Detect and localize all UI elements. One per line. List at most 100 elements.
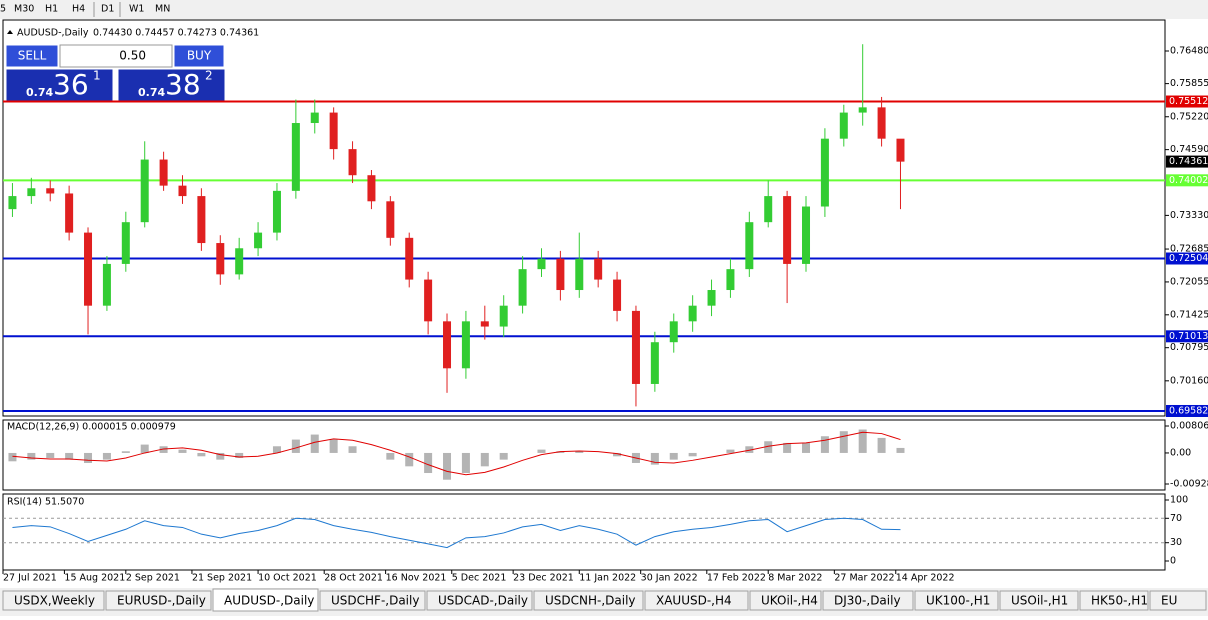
macd-bar bbox=[499, 452, 508, 460]
x-tick-label: 11 Jan 2022 bbox=[579, 573, 636, 584]
x-tick-label: 10 Oct 2021 bbox=[258, 573, 317, 584]
candle-body bbox=[121, 222, 130, 264]
macd-bar bbox=[159, 446, 168, 453]
level-label: 0.71013 bbox=[1169, 331, 1208, 342]
tab-label: USOil-,H1 bbox=[1011, 594, 1068, 608]
price-big: 38 bbox=[165, 68, 201, 101]
tab-label: HK50-,H1 bbox=[1091, 594, 1148, 608]
candle-body bbox=[820, 138, 829, 207]
macd-bar bbox=[102, 452, 111, 460]
y-tick-label: 0.75220 bbox=[1170, 111, 1208, 122]
symbol: AUDUSD-,Daily bbox=[17, 28, 89, 39]
level-label-box bbox=[1166, 330, 1208, 343]
level-label: 0.74002 bbox=[1169, 175, 1208, 186]
timeframe-button[interactable]: M30 bbox=[14, 4, 34, 15]
macd-bar bbox=[613, 452, 622, 457]
tab[interactable] bbox=[914, 590, 999, 611]
candle-body bbox=[197, 196, 206, 244]
price-prefix: 0.74 bbox=[138, 86, 165, 99]
price-box[interactable] bbox=[5, 68, 114, 102]
macd-bar bbox=[480, 452, 489, 467]
macd-panel bbox=[2, 419, 1166, 491]
macd-bar bbox=[802, 442, 811, 453]
candle-body bbox=[443, 321, 452, 369]
y-tick-label: 0 bbox=[1170, 556, 1176, 567]
tab[interactable] bbox=[105, 590, 212, 611]
candle-body bbox=[367, 175, 376, 202]
buy-button[interactable] bbox=[173, 44, 225, 68]
x-tick-label: 27 Jul 2021 bbox=[3, 573, 57, 584]
candle-body bbox=[254, 232, 263, 249]
price-prefix: 0.74 bbox=[26, 86, 53, 99]
buy-label: BUY bbox=[187, 49, 212, 63]
macd-bar bbox=[291, 439, 300, 453]
candle-body bbox=[613, 279, 622, 311]
y-tick-label: 0.70795 bbox=[1170, 342, 1208, 353]
tab[interactable] bbox=[319, 590, 426, 611]
macd-bar bbox=[575, 451, 584, 453]
level-label: 0.75512 bbox=[1169, 96, 1208, 107]
y-tick-label: 0.73330 bbox=[1170, 210, 1208, 221]
candle-body bbox=[518, 269, 527, 306]
macd-bar bbox=[329, 439, 338, 453]
macd-bar bbox=[839, 431, 848, 453]
tab-label: USDCHF-,Daily bbox=[331, 594, 419, 608]
candle-body bbox=[764, 196, 773, 223]
candle-body bbox=[329, 112, 338, 150]
timeframe-button[interactable]: H1 bbox=[45, 4, 58, 15]
y-tick-label: 0.74590 bbox=[1170, 144, 1208, 155]
candle-body bbox=[726, 269, 735, 291]
macd-bar bbox=[896, 447, 905, 453]
y-tick-label: 0.008061 bbox=[1170, 420, 1208, 431]
tab[interactable] bbox=[749, 590, 822, 611]
tab[interactable] bbox=[426, 590, 533, 611]
candle-body bbox=[46, 188, 55, 194]
x-tick-label: 21 Sep 2021 bbox=[192, 573, 252, 584]
x-tick-label: 28 Oct 2021 bbox=[324, 573, 383, 584]
timeframe-button[interactable]: 5 bbox=[0, 4, 6, 15]
y-tick-label: 0.72055 bbox=[1170, 276, 1208, 287]
x-tick-label: 17 Feb 2022 bbox=[707, 573, 766, 584]
volume: 0.50 bbox=[119, 49, 146, 63]
candle-body bbox=[140, 159, 149, 223]
tab[interactable] bbox=[644, 590, 749, 611]
quote: 0.74430 0.74457 0.74273 0.74361 bbox=[93, 28, 259, 39]
macd-bar bbox=[745, 446, 754, 453]
tab[interactable] bbox=[999, 590, 1079, 611]
level-label-box bbox=[1166, 174, 1208, 187]
candle-body bbox=[8, 196, 17, 210]
candle-body bbox=[499, 305, 508, 327]
x-tick-label: 5 Dec 2021 bbox=[452, 573, 507, 584]
tab[interactable] bbox=[1149, 590, 1207, 611]
rsi-line bbox=[12, 517, 901, 549]
tab-label: EURUSD-,Daily bbox=[117, 594, 206, 608]
level-label-box bbox=[1166, 252, 1208, 265]
tab[interactable] bbox=[822, 590, 914, 611]
timeframe-button[interactable]: H4 bbox=[72, 4, 85, 15]
timeframe-button[interactable]: W1 bbox=[129, 4, 144, 15]
y-tick-label: 0.00 bbox=[1170, 447, 1191, 458]
sell-button[interactable] bbox=[5, 44, 59, 68]
candle-body bbox=[556, 258, 565, 291]
tab[interactable] bbox=[2, 590, 105, 611]
macd-bar bbox=[405, 452, 414, 467]
tab[interactable] bbox=[533, 590, 644, 611]
macd-bar bbox=[235, 452, 244, 458]
candle-body bbox=[594, 258, 603, 280]
candle-body bbox=[84, 232, 93, 306]
toolbar bbox=[0, 0, 1208, 19]
tab-label: USDX,Weekly bbox=[14, 594, 95, 608]
tab[interactable] bbox=[212, 588, 319, 612]
timeframe-button[interactable]: MN bbox=[155, 4, 170, 15]
timeframe-button[interactable]: D1 bbox=[101, 4, 114, 15]
x-tick-label: 16 Nov 2021 bbox=[386, 573, 447, 584]
candle-body bbox=[896, 138, 905, 162]
y-tick-label: 0.75855 bbox=[1170, 78, 1208, 89]
current-price: 0.74361 bbox=[1169, 156, 1208, 167]
candle-body bbox=[480, 321, 489, 327]
y-tick-label: 70 bbox=[1170, 513, 1182, 524]
macd-bar bbox=[877, 437, 886, 453]
tab[interactable] bbox=[1079, 590, 1149, 611]
volume-box[interactable] bbox=[59, 44, 173, 68]
